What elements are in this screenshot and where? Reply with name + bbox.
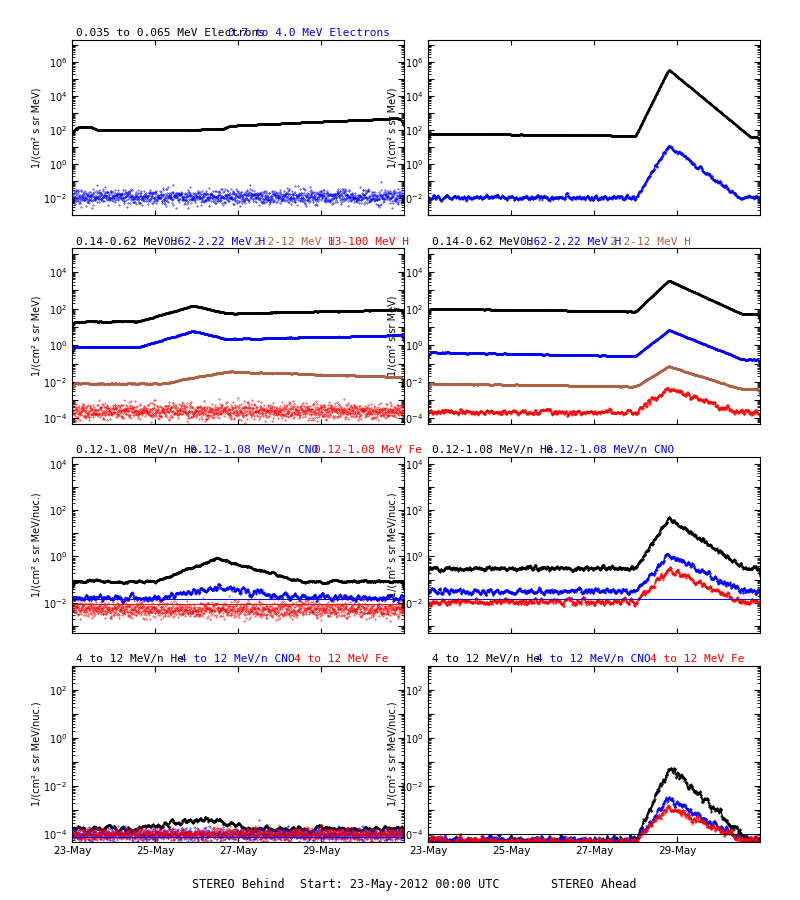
Y-axis label: 1/(cm² s sr MeV): 1/(cm² s sr MeV) <box>387 296 398 376</box>
Text: 4 to 12 MeV Fe: 4 to 12 MeV Fe <box>650 654 745 664</box>
Text: 4 to 12 MeV/n CNO: 4 to 12 MeV/n CNO <box>180 654 294 664</box>
Text: STEREO Behind: STEREO Behind <box>192 878 284 891</box>
Text: 0.035 to 0.065 MeV Electrons: 0.035 to 0.065 MeV Electrons <box>76 28 265 38</box>
Text: 13-100 MeV H: 13-100 MeV H <box>328 237 409 247</box>
Text: 2.2-12 MeV H: 2.2-12 MeV H <box>610 237 691 247</box>
Y-axis label: 1/(cm² s sr MeV): 1/(cm² s sr MeV) <box>32 87 42 167</box>
Text: 0.12-1.08 MeV/n He: 0.12-1.08 MeV/n He <box>432 446 554 455</box>
Text: 0.14-0.62 MeV H: 0.14-0.62 MeV H <box>432 237 534 247</box>
Text: 0.12-1.08 MeV/n CNO: 0.12-1.08 MeV/n CNO <box>190 446 318 455</box>
Y-axis label: 1/(cm² s sr MeV/nuc.): 1/(cm² s sr MeV/nuc.) <box>387 701 398 806</box>
Text: 0.12-1.08 MeV/n CNO: 0.12-1.08 MeV/n CNO <box>546 446 674 455</box>
Text: 0.14-0.62 MeV H: 0.14-0.62 MeV H <box>76 237 178 247</box>
Y-axis label: 1/(cm² s sr MeV/nuc.): 1/(cm² s sr MeV/nuc.) <box>32 492 42 598</box>
Text: 0.62-2.22 MeV H: 0.62-2.22 MeV H <box>520 237 622 247</box>
Y-axis label: 1/(cm² s sr MeV): 1/(cm² s sr MeV) <box>388 87 398 167</box>
Text: 0.12-1.08 MeV Fe: 0.12-1.08 MeV Fe <box>314 446 422 455</box>
Y-axis label: 1/(cm² s sr MeV/nuc.): 1/(cm² s sr MeV/nuc.) <box>388 492 398 598</box>
Text: 0.62-2.22 MeV H: 0.62-2.22 MeV H <box>164 237 266 247</box>
Text: 0.12-1.08 MeV/n He: 0.12-1.08 MeV/n He <box>76 446 198 455</box>
Text: 0.7 to 4.0 MeV Electrons: 0.7 to 4.0 MeV Electrons <box>228 28 390 38</box>
Text: 2.2-12 MeV H: 2.2-12 MeV H <box>254 237 335 247</box>
Text: 4 to 12 MeV Fe: 4 to 12 MeV Fe <box>294 654 389 664</box>
Y-axis label: 1/(cm² s sr MeV/nuc.): 1/(cm² s sr MeV/nuc.) <box>31 701 42 806</box>
Text: STEREO Ahead: STEREO Ahead <box>551 878 637 891</box>
Text: 4 to 12 MeV/n He: 4 to 12 MeV/n He <box>76 654 184 664</box>
Text: Start: 23-May-2012 00:00 UTC: Start: 23-May-2012 00:00 UTC <box>300 878 500 891</box>
Y-axis label: 1/(cm² s sr MeV): 1/(cm² s sr MeV) <box>31 296 42 376</box>
Text: 4 to 12 MeV/n He: 4 to 12 MeV/n He <box>432 654 540 664</box>
Text: 4 to 12 MeV/n CNO: 4 to 12 MeV/n CNO <box>536 654 650 664</box>
